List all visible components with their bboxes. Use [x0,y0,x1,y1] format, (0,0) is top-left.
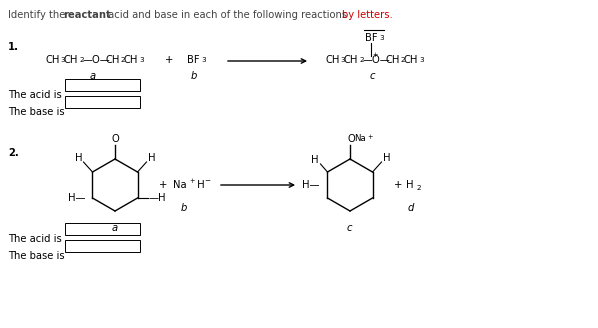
Text: 1.: 1. [8,42,19,52]
Text: H: H [194,180,205,190]
Text: 2: 2 [359,57,364,63]
Text: CH: CH [64,55,78,65]
Text: b: b [181,203,187,213]
Text: 3: 3 [139,57,144,63]
Text: CH: CH [325,55,340,65]
Text: The acid is: The acid is [8,234,62,244]
Text: Na: Na [173,180,187,190]
Text: acid and base in each of the following reactions: acid and base in each of the following r… [105,10,350,20]
Text: H—: H— [302,180,319,190]
Text: O: O [347,134,355,144]
Bar [65,79,140,91]
Text: Identify the: Identify the [8,10,69,20]
Text: H: H [75,153,83,163]
Text: 3: 3 [201,57,206,63]
Text: 2: 2 [120,57,124,63]
Text: c: c [370,71,376,81]
Text: d: d [408,203,414,213]
Text: 2: 2 [400,57,405,63]
Text: a: a [112,223,118,233]
Text: +: + [159,180,167,190]
Text: a: a [90,71,96,81]
Text: CH: CH [124,55,138,65]
Text: c: c [347,223,352,233]
Text: H: H [148,153,155,163]
Text: +: + [372,52,377,58]
Text: CH: CH [385,55,399,65]
Text: Na: Na [354,134,366,143]
Text: H: H [383,153,390,163]
Text: The acid is: The acid is [8,90,62,100]
Bar [65,223,140,235]
Text: CH: CH [344,55,358,65]
Text: CH: CH [45,55,59,65]
Text: H: H [312,155,319,165]
Text: BF: BF [187,55,200,65]
Text: The base is: The base is [8,107,65,117]
Text: CH: CH [105,55,120,65]
Text: H: H [406,180,413,190]
Text: 2.: 2. [8,148,19,158]
Text: reactant: reactant [63,10,111,20]
Text: +: + [394,180,402,190]
Text: 3: 3 [340,57,344,63]
Text: +: + [165,55,173,65]
Text: The base is: The base is [8,251,65,261]
Text: 2: 2 [79,57,84,63]
Text: b: b [191,71,197,81]
Text: +: + [367,134,373,140]
Text: BF: BF [365,33,377,43]
Text: −: − [204,178,210,184]
Text: O: O [112,134,120,144]
Bar [65,240,140,252]
Text: —O—: —O— [363,55,390,65]
Bar [65,96,140,108]
Text: CH: CH [404,55,419,65]
Text: 3: 3 [60,57,65,63]
Text: 3: 3 [379,35,384,41]
Text: 2: 2 [416,185,420,191]
Text: H—: H— [69,193,86,203]
Text: 3: 3 [419,57,423,63]
Text: +: + [189,178,194,184]
Text: —H: —H [148,193,166,203]
Text: —O—: —O— [83,55,111,65]
Text: by letters.: by letters. [342,10,393,20]
